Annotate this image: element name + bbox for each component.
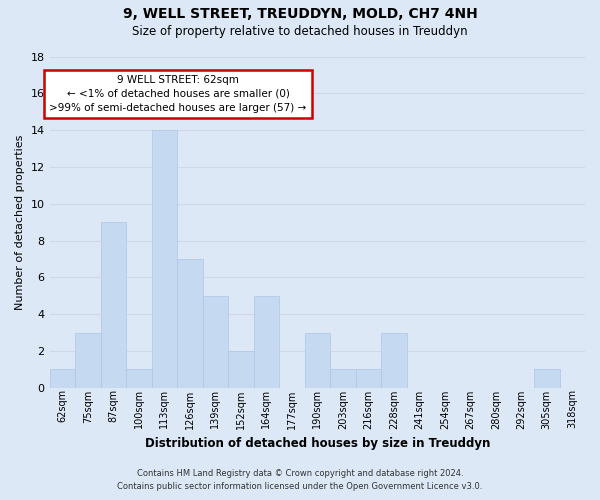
Bar	[203, 296, 228, 388]
Bar	[152, 130, 177, 388]
Bar	[534, 370, 560, 388]
Bar	[50, 370, 75, 388]
Bar	[381, 332, 407, 388]
Y-axis label: Number of detached properties: Number of detached properties	[15, 134, 25, 310]
Bar	[254, 296, 279, 388]
Bar	[101, 222, 126, 388]
Bar	[75, 332, 101, 388]
X-axis label: Distribution of detached houses by size in Treuddyn: Distribution of detached houses by size …	[145, 437, 490, 450]
Bar	[126, 370, 152, 388]
Bar	[330, 370, 356, 388]
Bar	[177, 259, 203, 388]
Bar	[305, 332, 330, 388]
Text: Size of property relative to detached houses in Treuddyn: Size of property relative to detached ho…	[132, 25, 468, 38]
Text: Contains HM Land Registry data © Crown copyright and database right 2024.
Contai: Contains HM Land Registry data © Crown c…	[118, 470, 482, 491]
Bar	[356, 370, 381, 388]
Text: 9 WELL STREET: 62sqm
← <1% of detached houses are smaller (0)
>99% of semi-detac: 9 WELL STREET: 62sqm ← <1% of detached h…	[49, 74, 307, 112]
Bar	[228, 351, 254, 388]
Text: 9, WELL STREET, TREUDDYN, MOLD, CH7 4NH: 9, WELL STREET, TREUDDYN, MOLD, CH7 4NH	[122, 8, 478, 22]
